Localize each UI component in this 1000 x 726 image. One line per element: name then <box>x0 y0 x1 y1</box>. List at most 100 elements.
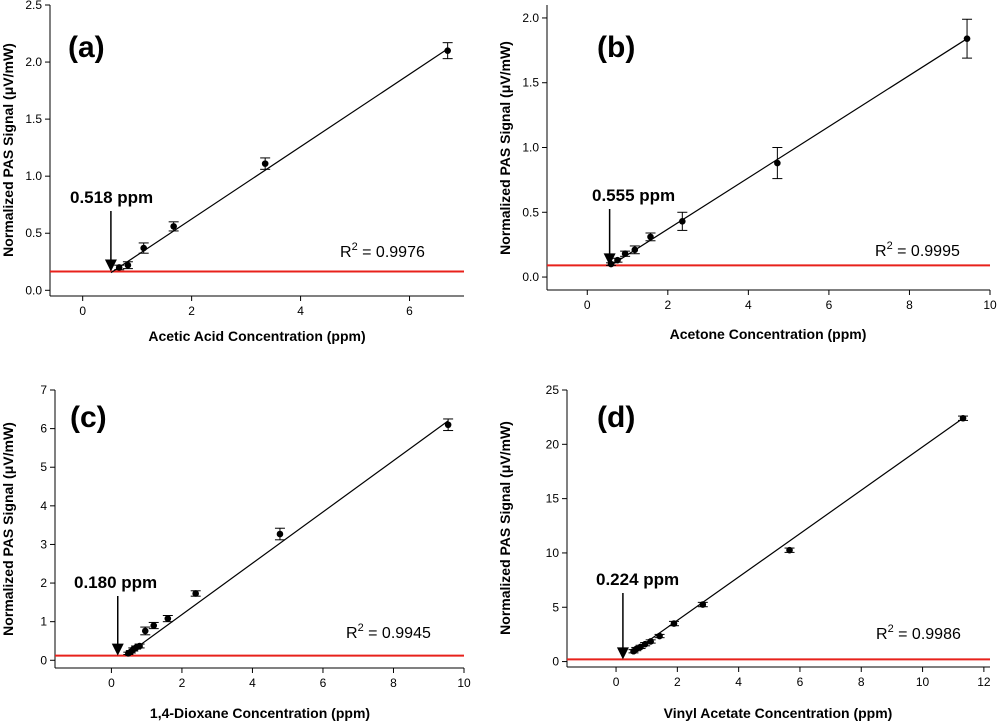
x-tick-label: 10 <box>457 676 471 690</box>
x-axis-title: 1,4-Dioxane Concentration (ppm) <box>150 705 370 721</box>
r-squared-superscript: 2 <box>352 241 358 253</box>
y-tick-label: 5 <box>552 600 559 614</box>
y-tick-label: 2.5 <box>25 0 42 12</box>
x-tick-label: 2 <box>188 304 195 318</box>
data-point <box>115 264 123 271</box>
x-tick-label: 12 <box>977 675 991 689</box>
r-squared-value: = 0.9995 <box>893 243 960 260</box>
r-squared-symbol: R <box>875 243 887 260</box>
data-point <box>261 160 269 167</box>
lod-label: 0.180 ppm <box>74 573 157 592</box>
data-point <box>621 250 629 258</box>
data-point <box>124 261 132 269</box>
data-point <box>679 218 686 225</box>
x-tick-label: 10 <box>983 298 997 312</box>
data-point <box>670 620 678 627</box>
y-tick-label: 0.5 <box>522 205 539 219</box>
data-point <box>786 546 793 554</box>
chart-panel-a: 0 2 4 6 0.0 0.5 1.0 1.5 2.0 2.5 Acetic Acid Concen… <box>0 0 464 344</box>
y-axis-title: Normalized PAS Signal (μV/mW) <box>497 41 513 255</box>
x-tick-label: 6 <box>320 676 327 690</box>
chart-panel-b: 0 2 4 6 8 10 0.0 0.5 1.0 1.5 2.0 Acetone Concentrat… <box>497 5 997 342</box>
y-tick-label: 1.5 <box>522 76 539 90</box>
fit-line <box>609 38 968 267</box>
y-tick-label: 0.0 <box>522 270 539 284</box>
r-squared-superscript: 2 <box>888 623 894 635</box>
y-tick-label: 10 <box>546 546 560 560</box>
y-tick-label: 1 <box>40 615 47 629</box>
y-tick-label: 2.0 <box>522 11 539 25</box>
r-squared-label: R2 = 0.9945 <box>346 622 431 642</box>
panel-label: (b) <box>597 31 635 64</box>
data-point <box>150 622 158 629</box>
r-squared-value: = 0.9945 <box>364 625 431 642</box>
y-tick-label: 4 <box>40 499 47 513</box>
x-tick-label: 6 <box>826 298 833 312</box>
data-point <box>656 632 663 640</box>
chart-panel-c: 0 2 4 6 8 10 0 1 2 3 4 5 6 7 1,4-Dioxane Concentration… <box>0 383 471 721</box>
y-axis-title: Normalized PAS Signal (μV/mW) <box>0 43 16 257</box>
x-tick-label: 8 <box>906 298 913 312</box>
x-tick-label: 0 <box>79 304 86 318</box>
fit-line <box>631 417 964 654</box>
y-tick-label: 0 <box>40 653 47 667</box>
x-tick-label: 8 <box>390 676 397 690</box>
lod-arrow-head <box>616 647 629 660</box>
panel-label: (c) <box>70 401 107 434</box>
data-point <box>631 246 639 254</box>
lod-arrow-head <box>603 253 616 266</box>
y-tick-label: 1.5 <box>25 112 42 126</box>
y-tick-label: 1.0 <box>25 169 42 183</box>
x-tick-label: 2 <box>664 298 671 312</box>
r-squared-label: R2 = 0.9986 <box>876 623 961 643</box>
x-tick-label: 8 <box>858 675 865 689</box>
lod-arrow-head <box>111 643 124 656</box>
y-tick-label: 3 <box>40 537 47 551</box>
y-tick-label: 15 <box>546 492 560 506</box>
x-tick-label: 10 <box>916 675 930 689</box>
r-squared-superscript: 2 <box>358 622 364 634</box>
data-point <box>276 530 284 538</box>
x-tick-label: 0 <box>613 675 620 689</box>
x-tick-label: 0 <box>584 298 591 312</box>
x-tick-label: 4 <box>297 304 304 318</box>
y-tick-label: 0.5 <box>25 226 42 240</box>
x-tick-label: 2 <box>179 676 186 690</box>
r-squared-label: R2 = 0.9995 <box>875 240 960 260</box>
y-tick-label: 0.0 <box>25 283 42 297</box>
y-tick-label: 20 <box>546 437 560 451</box>
lod-label: 0.518 ppm <box>70 188 153 207</box>
x-axis-title: Vinyl Acetate Concentration (ppm) <box>664 705 893 721</box>
data-point <box>614 256 621 264</box>
y-axis-title: Normalized PAS Signal (μV/mW) <box>0 422 16 636</box>
data-point <box>641 640 649 648</box>
data-point <box>141 627 149 635</box>
data-point <box>444 47 451 54</box>
data-point <box>192 590 199 597</box>
x-tick-label: 4 <box>735 675 742 689</box>
panel-label: (d) <box>597 401 635 434</box>
data-point <box>136 642 143 650</box>
x-axis-title: Acetone Concentration (ppm) <box>670 326 867 342</box>
r-squared-symbol: R <box>346 625 358 642</box>
y-tick-label: 2 <box>40 576 47 590</box>
data-point <box>164 615 172 622</box>
chart-panel-d: 0 2 4 6 8 10 12 0 5 10 15 20 25 Vinyl Acetate Concent… <box>497 383 991 721</box>
r-squared-symbol: R <box>876 626 888 643</box>
lod-arrow-head <box>104 259 117 272</box>
y-tick-label: 6 <box>40 422 47 436</box>
x-tick-label: 2 <box>674 675 681 689</box>
y-tick-label: 5 <box>40 460 47 474</box>
data-point <box>959 414 967 422</box>
r-squared-label: R2 = 0.9976 <box>340 241 425 261</box>
lod-label: 0.555 ppm <box>592 186 675 205</box>
data-point <box>647 233 654 241</box>
x-tick-label: 4 <box>745 298 752 312</box>
data-point <box>170 223 177 230</box>
x-tick-label: 4 <box>249 676 256 690</box>
fit-line <box>110 48 448 274</box>
r-squared-symbol: R <box>340 244 352 261</box>
data-point <box>963 35 971 42</box>
data-point <box>699 601 707 608</box>
